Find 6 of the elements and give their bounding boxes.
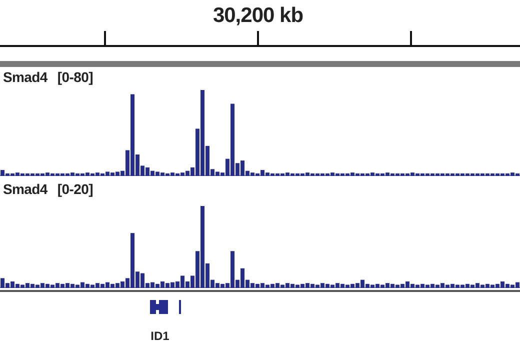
chart-title: Smad4 <box>3 181 48 197</box>
text: ID1 <box>150 329 170 343</box>
chart-subtitle: [0-20] <box>57 181 93 197</box>
chart-subtitle: [0-80] <box>57 69 93 85</box>
text: 30,200 kb <box>178 4 338 28</box>
chart-title: Smad4 <box>3 69 48 85</box>
